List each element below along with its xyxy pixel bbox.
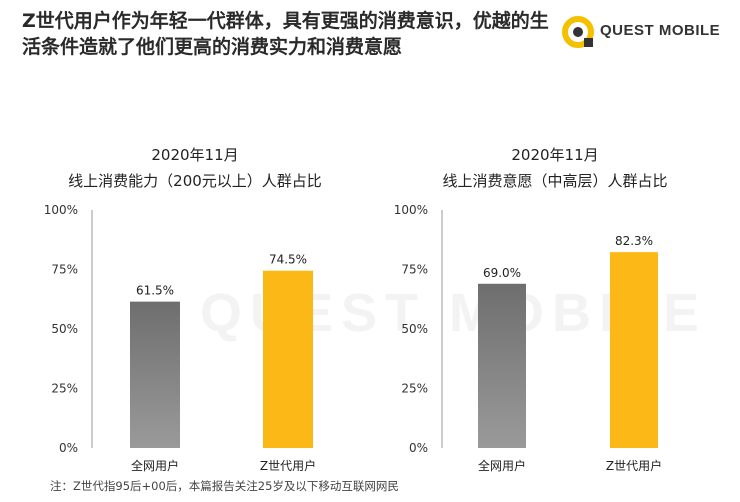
chart-2-bar-2 xyxy=(610,252,658,448)
chart-1-category-label-1: 全网用户 xyxy=(131,458,179,473)
footnote: 注：Z世代指95后+00后，本篇报告关注25岁及以下移动互联网网民 xyxy=(50,479,399,493)
page-title: Z世代用户作为年轻一代群体，具有更强的消费意识，优越的生 活条件造就了他们更高的… xyxy=(22,8,562,60)
chart-2-title: 2020年11月 xyxy=(511,146,599,164)
logo-ring-icon xyxy=(562,16,594,48)
chart-1-data-label-1: 61.5% xyxy=(136,284,174,298)
chart-1-y-tick-label: 75% xyxy=(51,263,78,277)
chart-2-data-label-1: 69.0% xyxy=(483,266,521,280)
chart-1-y-tick-label: 0% xyxy=(59,441,78,455)
chart-2-y-tick-label: 0% xyxy=(409,441,428,455)
chart-1-y-tick-label: 25% xyxy=(51,382,78,396)
quest-mobile-logo: QUEST MOBILE xyxy=(560,12,730,52)
logo-text: QUEST MOBILE xyxy=(600,22,721,39)
chart-2-subtitle: 线上消费意愿（中高层）人群占比 xyxy=(442,172,668,190)
chart-1-bar-2 xyxy=(263,270,313,448)
chart-2-y-tick-label: 75% xyxy=(401,263,428,277)
page-title-line2: 活条件造就了他们更高的消费实力和消费意愿 xyxy=(22,36,403,58)
chart-1-bar-1 xyxy=(130,301,180,448)
page-title-line1: Z世代用户作为年轻一代群体，具有更强的消费意识，优越的生 xyxy=(22,10,549,32)
chart-2-category-label-2: Z世代用户 xyxy=(606,458,662,473)
chart-1-category-label-2: Z世代用户 xyxy=(260,458,316,473)
chart-2-data-label-2: 82.3% xyxy=(615,234,653,248)
chart-2-y-tick-label: 25% xyxy=(401,382,428,396)
chart-2-title-block: 2020年11月 线上消费意愿（中高层）人群占比 xyxy=(395,142,715,194)
chart-2-y-tick-label: 100% xyxy=(394,203,428,217)
chart-2-y-tick-label: 50% xyxy=(401,322,428,336)
chart-2-category-label-1: 全网用户 xyxy=(478,458,526,473)
chart-1-title: 2020年11月 xyxy=(151,146,239,164)
chart-1-y-tick-label: 50% xyxy=(51,322,78,336)
chart-1-data-label-2: 74.5% xyxy=(269,253,307,267)
chart-2-bar-1 xyxy=(478,283,526,448)
chart-1-title-block: 2020年11月 线上消费能力（200元以上）人群占比 xyxy=(40,142,350,194)
chart-1-subtitle: 线上消费能力（200元以上）人群占比 xyxy=(68,172,322,190)
chart-1-y-tick-label: 100% xyxy=(44,203,78,217)
